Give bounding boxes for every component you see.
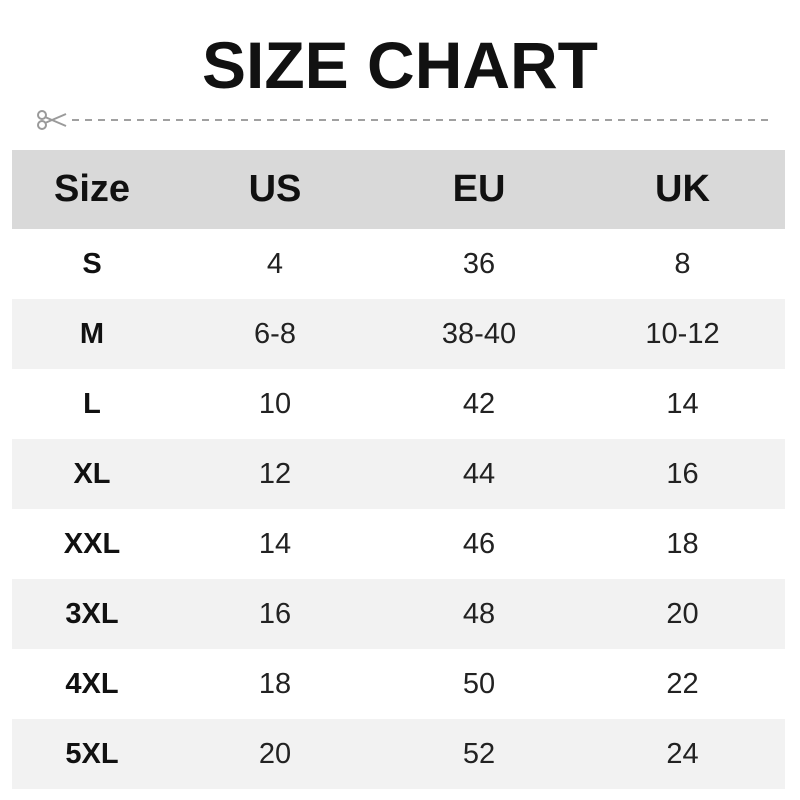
- cell-uk: 10-12: [645, 317, 720, 350]
- cell-eu: 36: [462, 247, 496, 280]
- cell-size: S: [82, 247, 102, 280]
- cell-size: L: [83, 387, 101, 420]
- cell-eu: 52: [462, 737, 496, 770]
- table-row: S 4 36 8: [12, 229, 785, 299]
- table-row: M 6-8 38-40 10-12: [12, 299, 785, 369]
- header-us: US: [248, 168, 302, 210]
- cut-line: [37, 110, 768, 130]
- table-row: XL 12 44 16: [12, 439, 785, 509]
- table-row: L 10 42 14: [12, 369, 785, 439]
- size-table: Size US EU UK S 4 36 8 M 6-8 38-40 10-12 L 10 42 14…: [12, 150, 785, 789]
- cell-us: 10: [258, 387, 292, 420]
- cell-uk: 24: [666, 737, 699, 770]
- scissors-icon: [37, 110, 67, 130]
- header-uk: UK: [655, 168, 710, 210]
- page-title: SIZE CHART: [202, 28, 598, 102]
- cell-us: 18: [258, 667, 292, 700]
- cell-us: 14: [258, 527, 292, 560]
- cell-eu: 50: [462, 667, 496, 700]
- cell-us: 16: [258, 597, 292, 630]
- cell-eu: 44: [462, 457, 496, 490]
- cell-size: XXL: [63, 527, 121, 560]
- cell-uk: 20: [666, 597, 699, 630]
- table-row: 4XL 18 50 22: [12, 649, 785, 719]
- cell-uk: 14: [666, 387, 699, 420]
- table-header-row: Size US EU UK: [12, 150, 785, 229]
- cell-size: XL: [73, 457, 111, 490]
- table-row: 5XL 20 52 24: [12, 719, 785, 789]
- cell-eu: 38-40: [441, 317, 517, 350]
- cell-us: 20: [258, 737, 292, 770]
- header-eu: EU: [452, 168, 506, 210]
- header-size: Size: [53, 168, 131, 210]
- cell-uk: 22: [666, 667, 699, 700]
- cell-size: 3XL: [65, 597, 119, 630]
- cell-uk: 18: [666, 527, 699, 560]
- cell-size: 5XL: [65, 737, 119, 770]
- cell-size: 4XL: [65, 667, 119, 700]
- table-row: XXL 14 46 18: [12, 509, 785, 579]
- cell-size: M: [79, 317, 105, 350]
- cell-eu: 42: [462, 387, 496, 420]
- cell-uk: 16: [666, 457, 699, 490]
- cell-us: 6-8: [254, 317, 296, 350]
- cell-us: 12: [258, 457, 292, 490]
- cell-us: 4: [266, 247, 284, 280]
- cell-eu: 48: [462, 597, 496, 630]
- cell-uk: 8: [674, 247, 691, 280]
- cell-eu: 46: [462, 527, 496, 560]
- table-row: 3XL 16 48 20: [12, 579, 785, 649]
